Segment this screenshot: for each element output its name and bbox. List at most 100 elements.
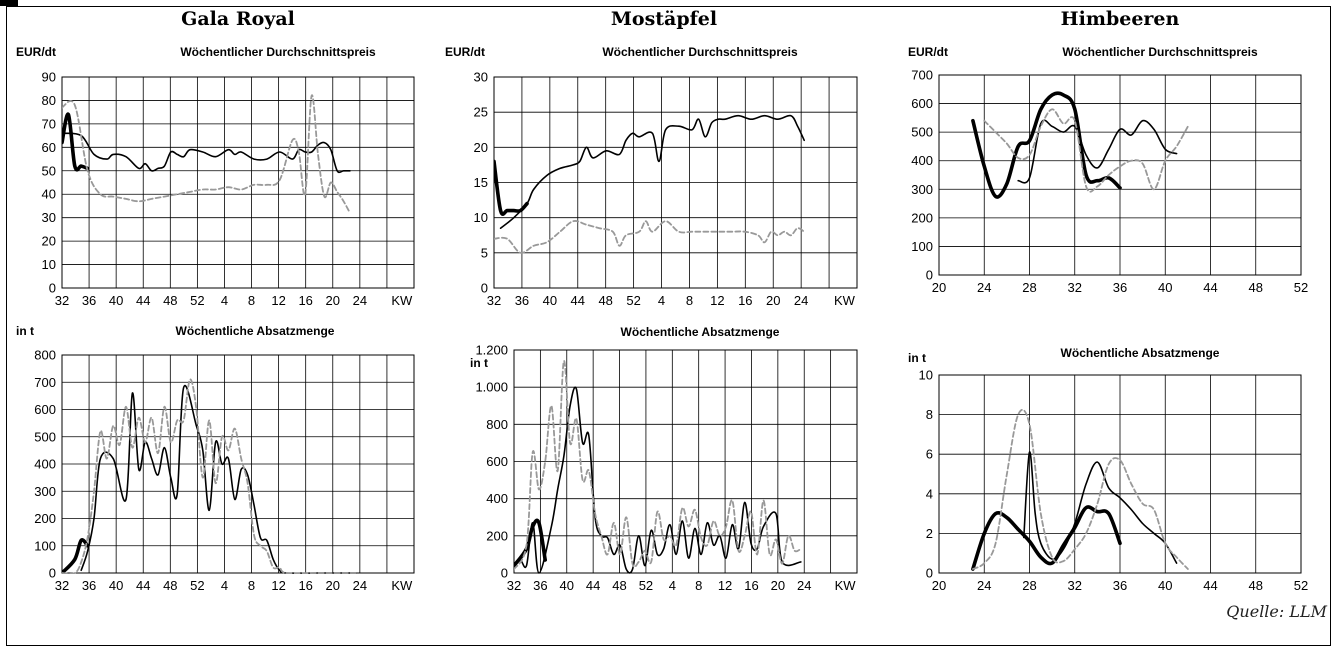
y-tick-label: 800 xyxy=(486,417,508,432)
x-tick-label: 40 xyxy=(560,578,574,593)
y-tick-label: 700 xyxy=(34,375,56,390)
chart-subtitle: Wöchentliche Absatzmenge xyxy=(621,325,780,339)
y-tick-label: 1.200 xyxy=(475,343,508,358)
x-tick-label: 12 xyxy=(710,293,724,308)
x-tick-label: 44 xyxy=(571,293,585,308)
series-line-thin xyxy=(1017,119,1178,184)
x-tick-label: 12 xyxy=(718,578,732,593)
y-axis-unit: EUR/dt xyxy=(16,45,56,59)
x-tick-label: 48 xyxy=(163,293,177,308)
y-tick-label: 10 xyxy=(474,210,488,225)
x-tick-label: 20 xyxy=(766,293,780,308)
x-tick-label: 8 xyxy=(695,578,702,593)
x-tick-label: 48 xyxy=(598,293,612,308)
y-tick-label: 0 xyxy=(481,281,488,296)
series-line-dashed xyxy=(62,94,351,214)
chart-subtitle: Wöchentliche Absatzmenge xyxy=(176,324,335,338)
y-tick-label: 2 xyxy=(926,526,933,541)
x-tick-label: 8 xyxy=(248,293,255,308)
x-axis-label: KW xyxy=(834,293,856,308)
y-tick-label: 400 xyxy=(911,153,933,168)
series-line-dashed xyxy=(62,378,358,574)
chart-subtitle: Wöchentlicher Durchschnittspreis xyxy=(1062,45,1258,59)
chart-subtitle: Wöchentlicher Durchschnittspreis xyxy=(602,45,798,59)
y-tick-label: 700 xyxy=(911,68,933,83)
y-axis-unit: in t xyxy=(16,324,34,338)
x-tick-label: 32 xyxy=(55,293,69,308)
chart-himb-price: 0 100 200 300 400 500 600 700 20 24 28 32 36 40 44 48 52… xyxy=(908,8,1308,295)
y-tick-label: 400 xyxy=(486,491,508,506)
corner-mark xyxy=(0,0,18,6)
x-tick-label: 48 xyxy=(163,578,177,593)
x-tick-label: 12 xyxy=(271,578,285,593)
x-tick-label: 36 xyxy=(533,578,547,593)
y-tick-label: 100 xyxy=(911,239,933,254)
x-axis-label: KW xyxy=(835,578,857,593)
x-tick-label: 8 xyxy=(686,293,693,308)
series-line-thin xyxy=(1023,451,1178,564)
y-tick-label: 90 xyxy=(42,70,56,85)
y-tick-label: 10 xyxy=(42,257,56,272)
x-tick-label: 36 xyxy=(1113,280,1127,295)
y-tick-label: 70 xyxy=(42,116,56,131)
x-tick-label: 52 xyxy=(1294,578,1308,593)
x-tick-label: 40 xyxy=(1158,280,1172,295)
y-tick-label: 0 xyxy=(501,566,508,581)
y-tick-label: 80 xyxy=(42,93,56,108)
x-tick-label: 32 xyxy=(1068,578,1082,593)
x-tick-label: 36 xyxy=(515,293,529,308)
x-tick-label: 24 xyxy=(797,578,811,593)
source-note: Quelle: LLM xyxy=(1226,602,1327,621)
x-axis-label: KW xyxy=(391,293,413,308)
x-tick-label: 32 xyxy=(1068,280,1082,295)
x-tick-label: 36 xyxy=(82,293,96,308)
x-tick-label: 52 xyxy=(190,293,204,308)
y-tick-label: 30 xyxy=(474,70,488,85)
x-tick-label: 20 xyxy=(771,578,785,593)
y-tick-label: 20 xyxy=(42,234,56,249)
x-tick-label: 52 xyxy=(190,578,204,593)
x-tick-label: 40 xyxy=(109,578,123,593)
x-tick-label: 20 xyxy=(326,578,340,593)
series-line-thick xyxy=(62,112,90,172)
y-tick-label: 4 xyxy=(926,486,933,501)
x-tick-label: 36 xyxy=(82,578,96,593)
x-tick-label: 40 xyxy=(109,293,123,308)
chart-subtitle: Wöchentliche Absatzmenge xyxy=(1061,346,1220,360)
y-tick-label: 400 xyxy=(34,457,56,472)
plot-area xyxy=(938,74,1302,276)
x-tick-label: 4 xyxy=(669,578,676,593)
y-tick-label: 15 xyxy=(474,175,488,190)
x-tick-label: 52 xyxy=(1294,280,1308,295)
x-tick-label: 44 xyxy=(136,578,150,593)
x-tick-label: 24 xyxy=(353,578,367,593)
y-tick-label: 300 xyxy=(34,484,56,499)
x-tick-label: 52 xyxy=(626,293,640,308)
x-tick-label: 4 xyxy=(221,578,228,593)
x-tick-label: 44 xyxy=(1203,578,1217,593)
y-tick-label: 40 xyxy=(42,187,56,202)
series-line-thin xyxy=(499,114,805,229)
y-tick-label: 100 xyxy=(34,538,56,553)
y-tick-label: 6 xyxy=(926,447,933,462)
x-tick-label: 4 xyxy=(658,293,665,308)
y-tick-label: 200 xyxy=(486,528,508,543)
x-tick-label: 44 xyxy=(1203,280,1217,295)
x-tick-label: 24 xyxy=(977,280,991,295)
series-line-thick xyxy=(514,518,547,568)
y-tick-label: 500 xyxy=(911,125,933,140)
x-tick-label: 12 xyxy=(271,293,285,308)
y-tick-label: 60 xyxy=(42,140,56,155)
y-axis-unit: in t xyxy=(908,351,926,365)
x-tick-label: 24 xyxy=(977,578,991,593)
series-line-thin xyxy=(514,386,802,574)
x-tick-label: 20 xyxy=(932,578,946,593)
x-tick-label: 48 xyxy=(1249,280,1263,295)
y-tick-label: 50 xyxy=(42,163,56,178)
x-tick-label: 32 xyxy=(487,293,501,308)
y-tick-label: 200 xyxy=(911,210,933,225)
x-tick-label: 20 xyxy=(932,280,946,295)
